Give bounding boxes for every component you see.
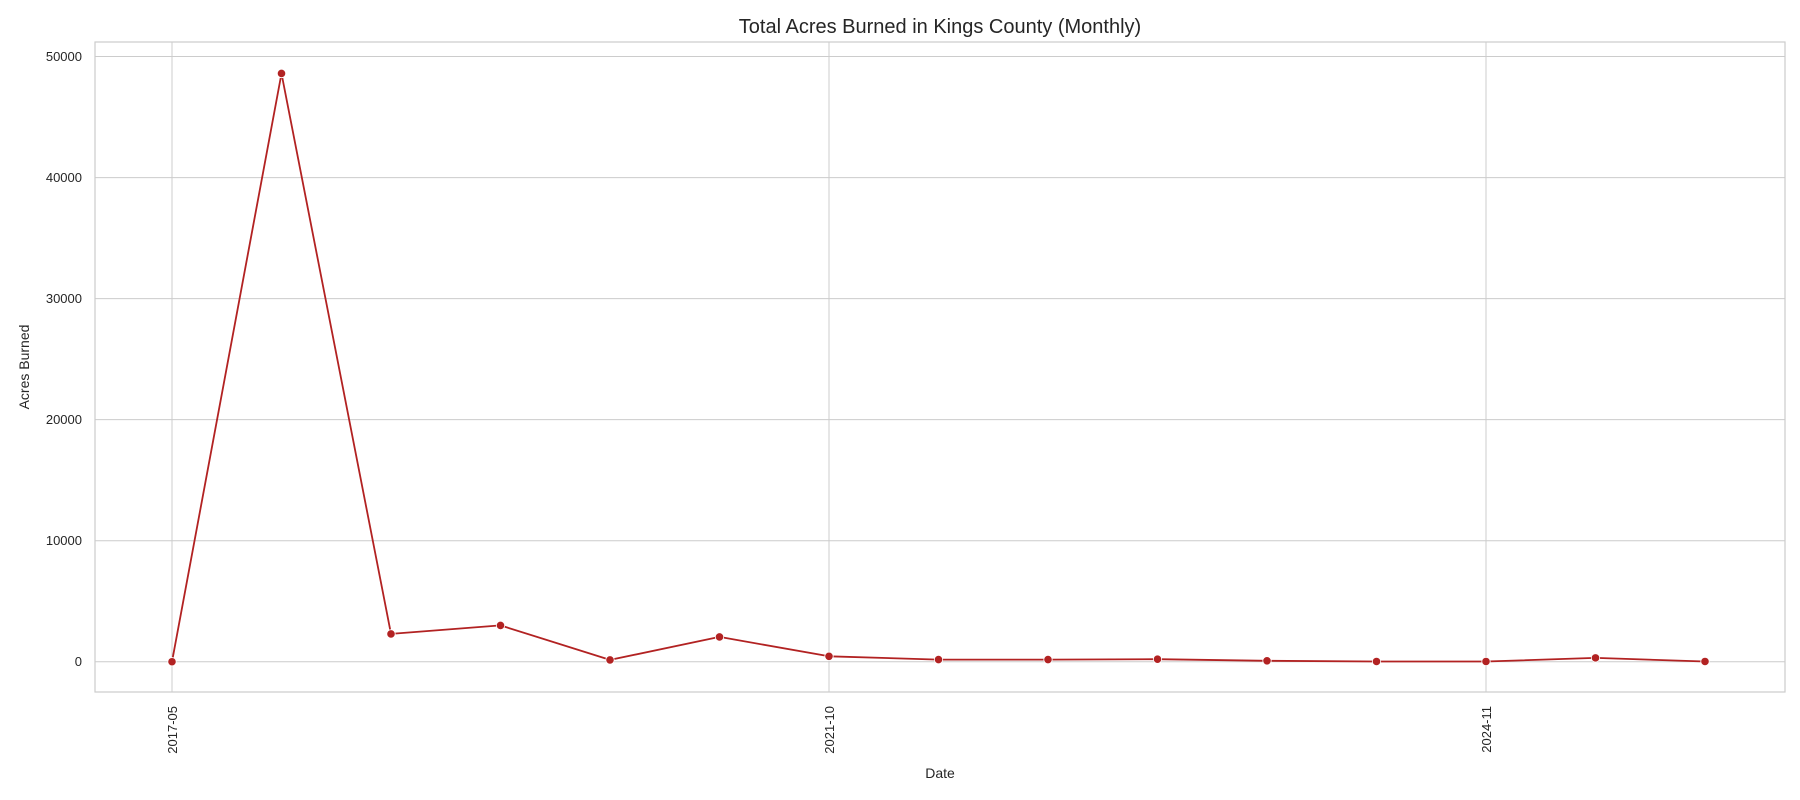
data-point	[1262, 656, 1272, 666]
gridlines	[95, 42, 1785, 692]
y-tick-label: 40000	[46, 170, 82, 185]
data-point	[1371, 656, 1382, 667]
y-tick-label: 10000	[46, 533, 82, 548]
data-point	[167, 657, 177, 667]
data-point	[276, 68, 287, 79]
plot-frame	[94, 41, 1786, 693]
y-tick-label: 30000	[46, 291, 82, 306]
y-tick-label: 50000	[46, 49, 82, 64]
data-point	[605, 655, 615, 665]
y-tick-label: 0	[75, 654, 82, 669]
x-tick-labels: 2017-05 2021-10 2024-11	[165, 706, 1494, 754]
data-point	[495, 620, 506, 631]
acres-burned-line	[171, 72, 1706, 663]
data-point	[1152, 654, 1163, 664]
data-point	[933, 654, 944, 665]
series-layer	[171, 72, 1706, 663]
x-axis-label: Date	[925, 765, 955, 781]
data-point	[386, 629, 396, 639]
data-points	[167, 68, 1710, 667]
y-axis-label: Acres Burned	[16, 325, 32, 410]
x-tick-label: 2024-11	[1479, 706, 1494, 753]
y-tick-labels: 0 10000 20000 30000 40000 50000	[46, 49, 82, 669]
data-point	[714, 632, 725, 642]
chart-title: Total Acres Burned in Kings County (Mont…	[739, 16, 1141, 38]
x-tick-label: 2021-10	[822, 706, 837, 754]
y-tick-label: 20000	[46, 412, 82, 427]
data-point	[1043, 654, 1053, 665]
data-point	[1590, 653, 1601, 663]
x-tick-label: 2017-05	[165, 706, 180, 754]
data-point	[824, 651, 834, 661]
data-point	[1481, 656, 1491, 667]
data-point	[1700, 656, 1710, 667]
